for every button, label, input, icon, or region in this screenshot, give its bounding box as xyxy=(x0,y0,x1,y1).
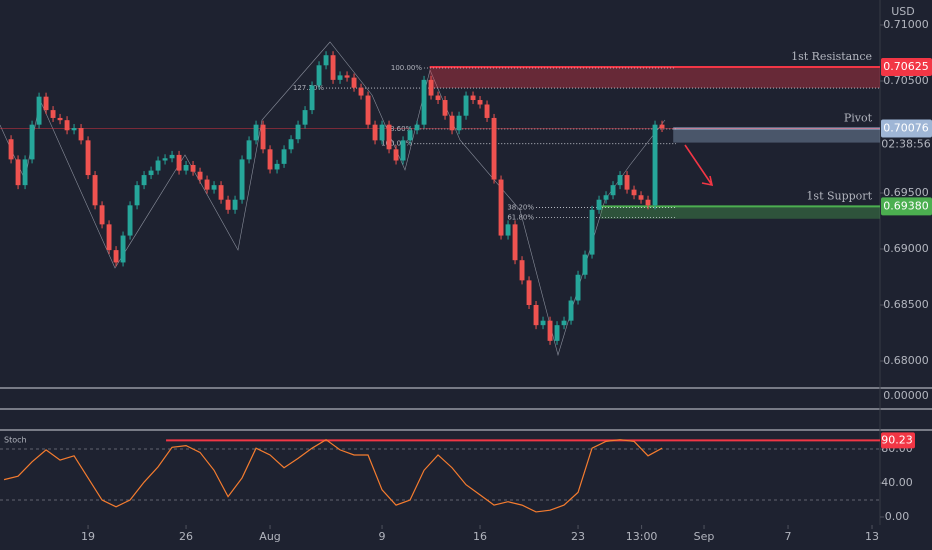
price-badge xyxy=(881,119,932,138)
y-tick-label: 0.00 xyxy=(885,510,910,523)
x-tick-label: 19 xyxy=(81,530,95,543)
level-label: 90.23 xyxy=(881,433,913,446)
fib-label: 127.20% xyxy=(293,84,324,92)
zone xyxy=(600,206,880,219)
x-tick-label: 16 xyxy=(473,530,487,543)
fib-label: 61.80% xyxy=(507,214,534,222)
fib-label: 78.60% xyxy=(386,125,413,133)
fib-label: 100.00% xyxy=(391,64,422,72)
y-tick-label: 0.68000 xyxy=(883,354,929,367)
stoch-line xyxy=(3,438,663,513)
y-tick-label: 0.00000 xyxy=(883,389,929,402)
level-badge xyxy=(881,432,915,449)
price-badge xyxy=(881,57,932,76)
x-tick-label: 23 xyxy=(571,530,585,543)
price-badge-label: 0.69380 xyxy=(883,199,929,212)
x-tick-label: 13:00 xyxy=(626,530,658,543)
zone-name: Pivot xyxy=(844,111,873,124)
fib-label: 38.20% xyxy=(507,204,534,212)
y-tick-label: 40.00 xyxy=(881,476,913,489)
zone-name: 1st Resistance xyxy=(791,50,872,63)
indicator-name: Stoch xyxy=(4,436,27,445)
currency-label: USD xyxy=(891,5,915,18)
y-tick-label: 0.69500 xyxy=(883,186,929,199)
fib-label: 100.00% xyxy=(381,140,412,148)
price-badge-label: 0.70076 xyxy=(883,121,929,134)
price-badge-label: 0.70625 xyxy=(883,60,929,73)
y-tick-label: 0.69000 xyxy=(883,242,929,255)
x-tick-label: Sep xyxy=(694,530,715,543)
x-tick-label: 7 xyxy=(785,530,792,543)
x-tick-label: 13 xyxy=(865,530,879,543)
price-badge xyxy=(881,197,932,216)
zone xyxy=(429,66,880,89)
x-tick-label: 9 xyxy=(379,530,386,543)
zone xyxy=(673,128,880,143)
y-tick-label: 0.70500 xyxy=(883,74,929,87)
y-tick-label: 0.71000 xyxy=(883,18,929,31)
y-tick-label: 0.68500 xyxy=(883,298,929,311)
countdown: 02:38:56 xyxy=(881,137,930,150)
direction-arrow xyxy=(684,144,714,187)
x-tick-label: Aug xyxy=(259,530,280,543)
x-tick-label: 26 xyxy=(179,530,193,543)
zigzag-pattern xyxy=(0,41,666,357)
zone-name: 1st Support xyxy=(806,189,872,202)
